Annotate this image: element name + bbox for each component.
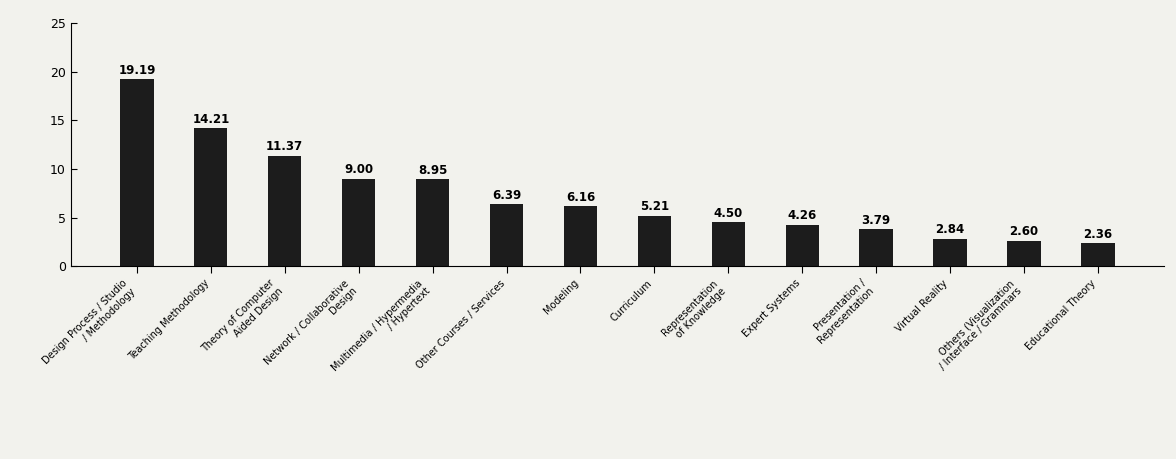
Text: 6.39: 6.39 [492,189,521,202]
Text: 3.79: 3.79 [862,214,890,227]
Bar [120,79,154,266]
Text: 2.84: 2.84 [935,223,964,236]
Bar [860,230,893,266]
Text: 6.16: 6.16 [566,191,595,204]
Bar [194,128,227,266]
Text: 9.00: 9.00 [345,163,373,176]
Text: 4.26: 4.26 [788,209,817,222]
Text: 4.50: 4.50 [714,207,743,220]
Bar [268,156,301,266]
Bar [637,216,671,266]
Bar [934,239,967,266]
Bar [563,206,597,266]
Text: 19.19: 19.19 [119,64,155,77]
Text: 2.60: 2.60 [1009,225,1038,239]
Text: 14.21: 14.21 [192,112,229,125]
Text: 11.37: 11.37 [266,140,303,153]
Bar [711,223,744,266]
Bar [786,225,818,266]
Text: 8.95: 8.95 [417,164,447,177]
Bar [416,179,449,266]
Text: 5.21: 5.21 [640,200,669,213]
Bar [1008,241,1041,266]
Bar [490,204,523,266]
Bar [342,179,375,266]
Text: 2.36: 2.36 [1083,228,1112,241]
Bar [1081,243,1115,266]
